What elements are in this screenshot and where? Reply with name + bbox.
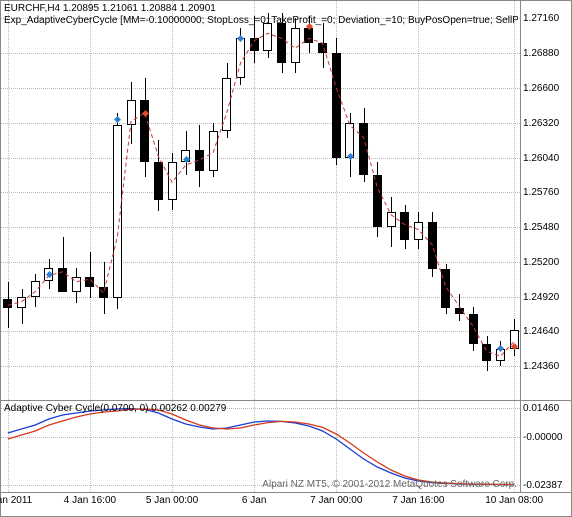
grid-line — [418, 1, 419, 400]
price-tick-label: 1.26600 — [523, 83, 559, 94]
time-tick-label: 10 Jan 08:00 — [485, 495, 543, 506]
grid-line — [1, 331, 520, 332]
price-tick-label: 1.25480 — [523, 222, 559, 233]
grid-line — [90, 1, 91, 400]
price-axis: 1.24360 1.24640 1.24920 1.25200 1.25480 1.257… — [519, 1, 571, 401]
price-tick-label: 1.26880 — [523, 48, 559, 59]
buy-marker-icon — [114, 116, 121, 123]
price-tick-label: 1.25200 — [523, 257, 559, 268]
grid-line — [1, 88, 520, 89]
indicator-tick-label: -0.02387 — [523, 480, 562, 491]
grid-line — [1, 158, 520, 159]
copyright-text: Alpari NZ MT5, © 2001-2012 MetaQuotes So… — [262, 479, 517, 490]
price-tick-label: 1.25760 — [523, 187, 559, 198]
grid-line — [1, 262, 520, 263]
price-tick-label: 1.24360 — [523, 361, 559, 372]
chart-container: EURCHF,H4 1.20895 1.21061 1.20884 1.2090… — [0, 0, 572, 517]
time-tick-label: 5 Jan 00:00 — [146, 495, 198, 506]
main-price-chart[interactable]: EURCHF,H4 1.20895 1.21061 1.20884 1.2090… — [1, 1, 521, 401]
grid-line — [1, 437, 520, 438]
grid-line — [1, 123, 520, 124]
time-tick-label: 6 Jan — [242, 495, 266, 506]
indicator-tick-label: -0.00000 — [523, 432, 562, 443]
indicator-tick-label: 0.01460 — [523, 403, 559, 414]
sell-marker-icon — [142, 110, 149, 117]
time-tick-label: 3 Jan 2011 — [0, 495, 32, 506]
time-tick-label: 7 Jan 16:00 — [392, 495, 444, 506]
grid-line — [1, 53, 520, 54]
grid-line — [90, 401, 91, 492]
time-tick-label: 7 Jan 00:00 — [310, 495, 362, 506]
price-tick-label: 1.26320 — [523, 118, 559, 129]
price-tick-label: 1.27160 — [523, 13, 559, 24]
indicator-overlay — [1, 1, 521, 401]
buy-marker-icon — [347, 153, 354, 160]
time-tick-label: 4 Jan 16:00 — [64, 495, 116, 506]
buy-marker-icon — [46, 271, 53, 278]
grid-line — [8, 401, 9, 492]
grid-line — [8, 1, 9, 400]
buy-marker-icon — [237, 35, 244, 42]
indicator-axis: 0.01460 -0.00000 -0.02387 — [519, 401, 571, 493]
grid-line — [1, 227, 520, 228]
symbol-title: EURCHF,H4 1.20895 1.21061 1.20884 1.2090… — [4, 3, 216, 14]
ea-params-line: Exp_AdaptiveCyberCycle [MM=-0.10000000; … — [4, 15, 518, 26]
grid-line — [1, 192, 520, 193]
sell-marker-icon — [511, 343, 518, 350]
indicator-title: Adaptive Cyber Cycle(0.0700, 0) 0.00262 … — [4, 403, 226, 414]
grid-line — [254, 401, 255, 492]
grid-line — [172, 401, 173, 492]
buy-marker-icon — [497, 345, 504, 352]
price-tick-label: 1.26040 — [523, 153, 559, 164]
grid-line — [1, 366, 520, 367]
price-tick-label: 1.24640 — [523, 326, 559, 337]
time-axis: 3 Jan 2011 4 Jan 16:00 5 Jan 00:00 6 Jan 7 J… — [1, 492, 521, 516]
price-tick-label: 1.24920 — [523, 292, 559, 303]
buy-marker-icon — [183, 156, 190, 163]
